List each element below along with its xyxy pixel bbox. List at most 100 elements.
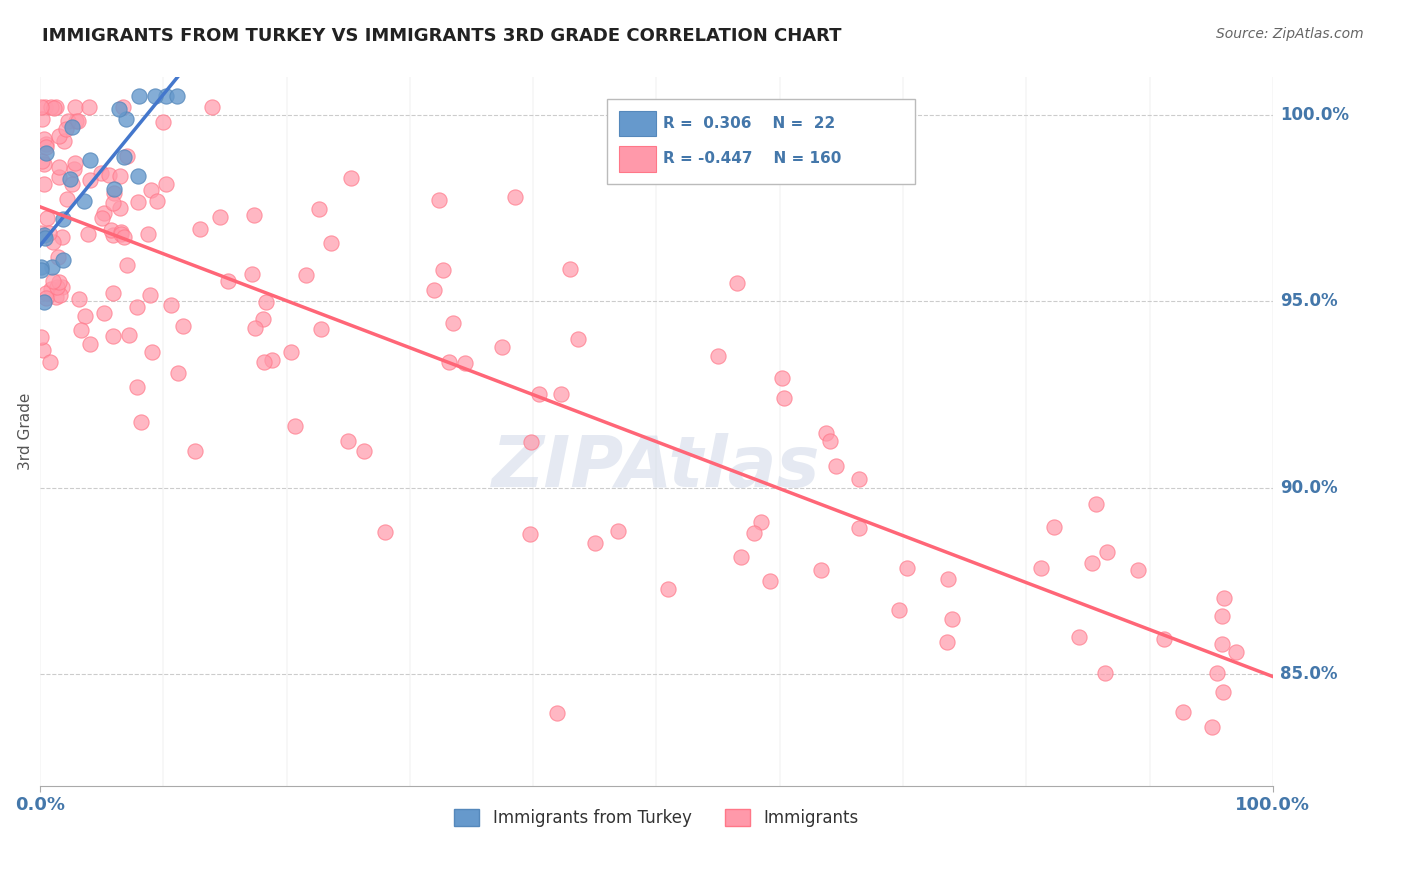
Text: Source: ZipAtlas.com: Source: ZipAtlas.com xyxy=(1216,27,1364,41)
Point xyxy=(108,201,131,215)
Point xyxy=(166,89,188,103)
Point xyxy=(79,336,101,351)
Point xyxy=(1067,630,1090,644)
Point xyxy=(773,391,796,405)
Point xyxy=(742,526,765,541)
Point xyxy=(172,318,194,333)
Point xyxy=(32,132,55,146)
Text: 100.0%: 100.0% xyxy=(1279,106,1348,124)
Point xyxy=(519,527,541,541)
Point xyxy=(65,114,87,128)
Point xyxy=(34,231,56,245)
Point xyxy=(41,260,63,275)
Point xyxy=(32,343,55,358)
Point xyxy=(136,227,159,241)
Point xyxy=(115,112,138,126)
Point xyxy=(125,380,148,394)
Point xyxy=(759,574,782,589)
Point xyxy=(607,524,630,538)
Point xyxy=(62,161,84,176)
Point xyxy=(39,100,62,114)
Point xyxy=(167,367,190,381)
Point xyxy=(51,279,73,293)
Point xyxy=(201,100,224,114)
Point xyxy=(56,192,79,206)
Point xyxy=(1094,665,1116,680)
Point xyxy=(262,353,284,368)
Point xyxy=(67,114,90,128)
Point xyxy=(30,260,52,275)
Point xyxy=(1212,591,1234,605)
Point xyxy=(240,267,263,281)
Point xyxy=(93,206,115,220)
Point xyxy=(527,386,550,401)
Point xyxy=(52,253,75,268)
Point xyxy=(432,263,454,277)
Point xyxy=(45,290,67,304)
Point xyxy=(45,100,67,114)
Point xyxy=(146,194,169,208)
Point xyxy=(62,120,84,135)
Point xyxy=(73,194,96,208)
Point xyxy=(1042,520,1064,534)
Point xyxy=(730,550,752,565)
Point xyxy=(34,291,56,305)
Point xyxy=(936,572,959,586)
Text: 85.0%: 85.0% xyxy=(1279,665,1337,683)
Point xyxy=(1211,637,1233,651)
Point xyxy=(32,228,55,243)
Point xyxy=(141,345,163,359)
Point xyxy=(35,145,58,160)
Point xyxy=(60,178,83,192)
Point xyxy=(546,706,568,721)
Point xyxy=(1081,556,1104,570)
FancyBboxPatch shape xyxy=(620,111,657,136)
FancyBboxPatch shape xyxy=(607,99,915,184)
Point xyxy=(35,140,58,154)
Point xyxy=(1206,665,1229,680)
Point xyxy=(65,155,87,169)
Point xyxy=(49,287,72,301)
Point xyxy=(73,310,96,324)
Point xyxy=(48,160,70,174)
Point xyxy=(127,300,149,314)
Point xyxy=(139,183,162,197)
Point xyxy=(48,128,70,143)
Point xyxy=(112,100,135,114)
Point xyxy=(35,136,58,151)
Point xyxy=(48,170,70,185)
Point xyxy=(308,202,330,217)
Point xyxy=(294,268,316,282)
Point xyxy=(1225,645,1247,659)
Point xyxy=(770,371,793,385)
Point xyxy=(184,443,207,458)
Point xyxy=(245,321,267,335)
Text: R = -0.447    N = 160: R = -0.447 N = 160 xyxy=(662,152,841,167)
Point xyxy=(42,274,65,288)
Point xyxy=(353,443,375,458)
Text: 95.0%: 95.0% xyxy=(1279,292,1337,310)
Point xyxy=(110,227,132,241)
Point xyxy=(143,89,166,103)
Point xyxy=(101,329,124,343)
Point xyxy=(118,327,141,342)
Point xyxy=(37,211,59,225)
Point xyxy=(93,306,115,320)
Point xyxy=(848,521,870,535)
Point xyxy=(1153,632,1175,646)
Point xyxy=(454,356,477,370)
Point xyxy=(319,235,342,250)
Point xyxy=(32,157,55,171)
Point xyxy=(103,182,125,196)
Point xyxy=(155,89,177,103)
Point xyxy=(31,153,53,168)
Point xyxy=(31,112,53,126)
Point xyxy=(550,387,572,401)
Point xyxy=(100,223,122,237)
Point xyxy=(1085,497,1108,511)
Point xyxy=(896,561,918,575)
Point xyxy=(101,196,124,211)
Point xyxy=(101,285,124,300)
Point xyxy=(217,274,239,288)
Text: IMMIGRANTS FROM TURKEY VS IMMIGRANTS 3RD GRADE CORRELATION CHART: IMMIGRANTS FROM TURKEY VS IMMIGRANTS 3RD… xyxy=(42,27,842,45)
